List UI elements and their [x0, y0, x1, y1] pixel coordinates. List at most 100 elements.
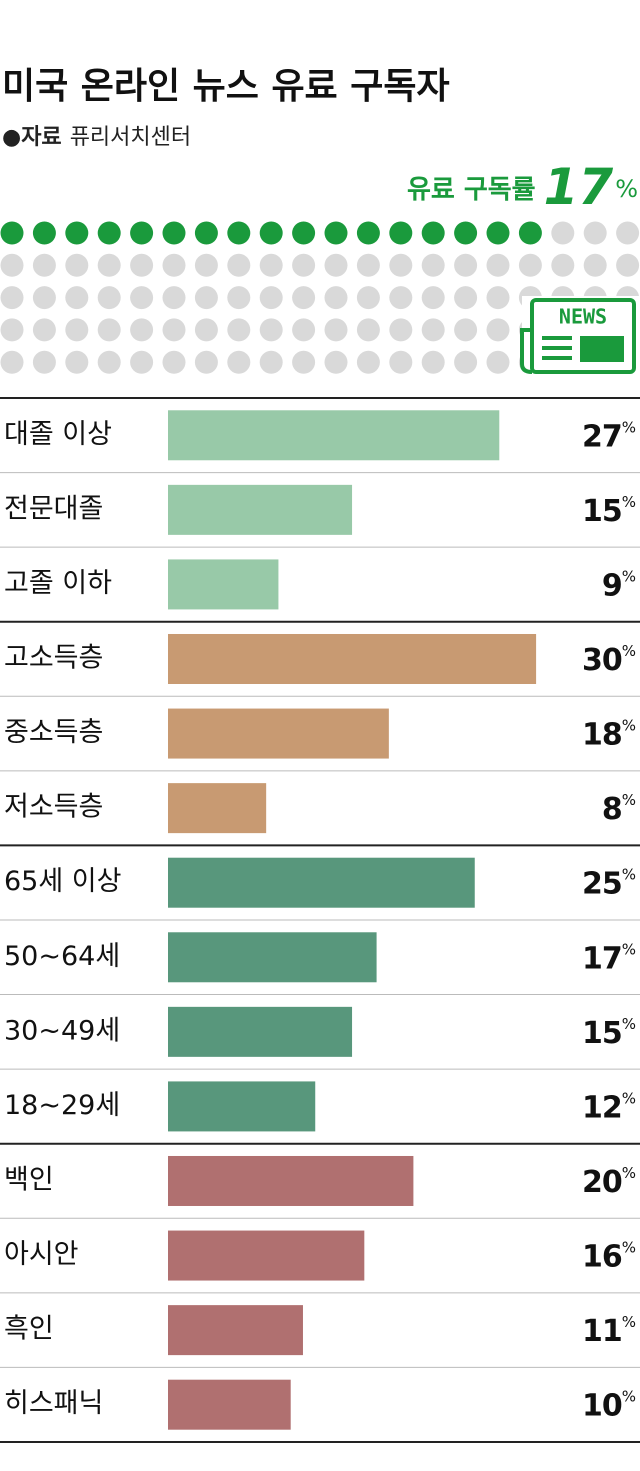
value-unit: %: [622, 940, 636, 958]
bar: [168, 857, 475, 908]
bar: [168, 484, 353, 535]
category-label: 대졸 이상: [4, 419, 112, 450]
category-label: 흑인: [4, 1314, 54, 1345]
empty-dot: [486, 253, 510, 277]
value-label: 17%: [582, 940, 636, 976]
icon-text: NEWS: [559, 305, 607, 329]
value-unit: %: [622, 418, 636, 436]
empty-dot: [324, 350, 348, 374]
empty-dot: [65, 318, 89, 342]
value-label: 18%: [582, 716, 636, 752]
value-number: 16: [582, 1239, 622, 1274]
value-label: 15%: [582, 1014, 636, 1050]
empty-dot: [97, 350, 121, 374]
category-label: 18~29세: [4, 1090, 120, 1121]
bar: [168, 1230, 365, 1281]
empty-dot: [0, 318, 24, 342]
empty-dot: [421, 318, 445, 342]
bar: [168, 932, 377, 983]
category-label: 중소득층: [4, 717, 103, 748]
filled-dot: [518, 221, 542, 245]
bar: [168, 1305, 303, 1356]
empty-dot: [259, 350, 283, 374]
category-label: 히스패닉: [4, 1388, 103, 1419]
value-unit: %: [622, 791, 636, 809]
category-label: 아시안: [4, 1239, 79, 1270]
category-label: 고소득층: [4, 642, 103, 673]
empty-dot: [454, 286, 478, 310]
filled-dot: [389, 221, 413, 245]
category-label: 백인: [4, 1164, 54, 1195]
value-label: 8%: [602, 791, 636, 827]
value-unit: %: [622, 1089, 636, 1107]
value-label: 25%: [582, 865, 636, 901]
empty-dot: [324, 253, 348, 277]
empty-dot: [421, 253, 445, 277]
bar: [168, 1379, 291, 1430]
empty-dot: [130, 253, 154, 277]
empty-dot: [454, 318, 478, 342]
empty-dot: [583, 253, 607, 277]
empty-dot: [518, 253, 542, 277]
empty-dot: [324, 318, 348, 342]
empty-dot: [421, 350, 445, 374]
value-number: 15: [582, 493, 622, 528]
empty-dot: [616, 221, 640, 245]
empty-dot: [389, 286, 413, 310]
empty-dot: [130, 350, 154, 374]
empty-dot: [65, 253, 89, 277]
chart-title: 미국 온라인 뉴스 유료 구독자: [2, 66, 450, 107]
empty-dot: [551, 221, 575, 245]
bar: [168, 410, 500, 461]
value-unit: %: [622, 1238, 636, 1256]
filled-dot: [259, 221, 283, 245]
empty-dot: [486, 350, 510, 374]
empty-dot: [32, 286, 56, 310]
empty-dot: [65, 350, 89, 374]
empty-dot: [130, 318, 154, 342]
value-number: 17: [582, 941, 622, 976]
empty-dot: [356, 253, 380, 277]
category-label: 50~64세: [4, 941, 120, 972]
value-unit: %: [622, 865, 636, 883]
value-label: 11%: [582, 1313, 636, 1349]
filled-dot: [356, 221, 380, 245]
filled-dot: [486, 221, 510, 245]
filled-dot: [324, 221, 348, 245]
value-unit: %: [622, 1014, 636, 1032]
empty-dot: [324, 286, 348, 310]
empty-dot: [0, 253, 24, 277]
value-label: 20%: [582, 1163, 636, 1199]
empty-dot: [162, 286, 186, 310]
filled-dot: [162, 221, 186, 245]
value-unit: %: [622, 641, 636, 659]
value-label: 10%: [582, 1387, 636, 1423]
value-number: 12: [582, 1090, 622, 1125]
empty-dot: [0, 286, 24, 310]
value-unit: %: [622, 492, 636, 510]
empty-dot: [194, 253, 218, 277]
empty-dot: [292, 318, 316, 342]
filled-dot: [130, 221, 154, 245]
headline-unit: %: [615, 175, 638, 203]
value-number: 15: [582, 1015, 622, 1050]
empty-dot: [356, 318, 380, 342]
filled-dot: [194, 221, 218, 245]
bar: [168, 708, 389, 759]
value-label: 12%: [582, 1089, 636, 1125]
category-label: 전문대졸: [4, 493, 103, 524]
value-label: 30%: [582, 641, 636, 677]
empty-dot: [616, 253, 640, 277]
filled-dot: [421, 221, 445, 245]
empty-dot: [32, 350, 56, 374]
source-label: ●자료: [2, 125, 62, 150]
value-unit: %: [622, 1163, 636, 1181]
empty-dot: [421, 286, 445, 310]
empty-dot: [486, 318, 510, 342]
source: ●자료 퓨리서치센터: [2, 125, 191, 150]
headline: 유료 구독률 17%: [407, 158, 638, 216]
empty-dot: [97, 286, 121, 310]
empty-dot: [356, 350, 380, 374]
filled-dot: [292, 221, 316, 245]
